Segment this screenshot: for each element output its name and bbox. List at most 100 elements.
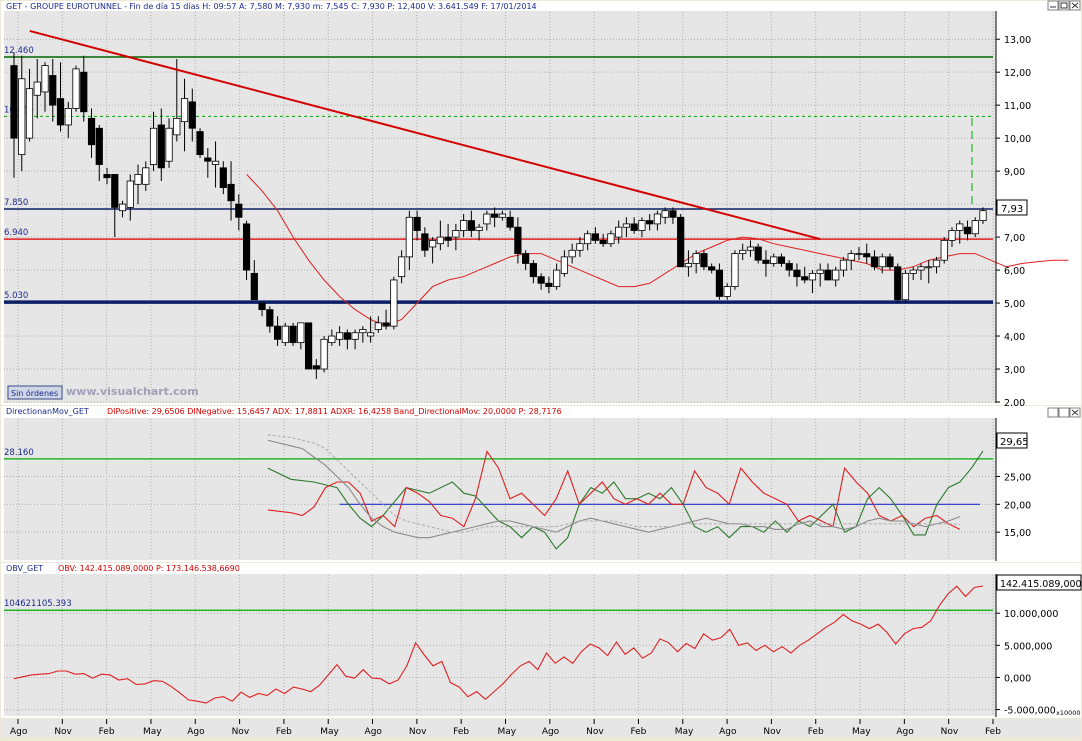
price-candle [793, 263, 801, 287]
price-candle-body [475, 226, 483, 231]
price-candle [498, 210, 506, 221]
price-candle [351, 329, 359, 350]
restore-icon[interactable] [1058, 0, 1070, 11]
price-candle [661, 207, 669, 224]
price-candle [940, 237, 948, 264]
price-tick-label: 11,00 [1004, 101, 1031, 112]
price-candle-body [963, 226, 972, 235]
time-axis-label: Ago [187, 727, 205, 737]
time-axis-label: Ago [542, 727, 560, 737]
price-candle [72, 65, 80, 112]
price-candle-body [785, 263, 793, 271]
price-candle-body [576, 243, 584, 251]
price-tick-label: 4,00 [1004, 332, 1025, 343]
price-candle-body [149, 127, 158, 165]
minimize-icon[interactable] [1047, 407, 1059, 418]
obv-tick-label: 0,000 [1004, 673, 1031, 684]
orders-button[interactable] [7, 385, 63, 400]
price-candle [824, 263, 832, 281]
price-candle-body [180, 98, 189, 123]
price-candle [452, 223, 460, 251]
restore-icon[interactable] [1058, 407, 1070, 418]
price-tick-label: 12,00 [1004, 68, 1031, 79]
price-candle [142, 161, 150, 191]
price-candle [297, 322, 305, 350]
price-candle-body [374, 322, 382, 330]
watermark: www.visualchart.com [66, 385, 199, 398]
price-candle-body [863, 253, 871, 258]
dmi-plot-area [4, 418, 996, 560]
dmi-current-value-box [996, 432, 1028, 449]
price-candle [956, 220, 964, 244]
price-candle-body [894, 266, 902, 301]
price-candle-body [18, 78, 26, 156]
price-candle [273, 316, 282, 346]
price-candle-body [196, 131, 204, 156]
price-candle [963, 220, 972, 241]
price-candle [870, 250, 879, 271]
price-candles [10, 52, 987, 379]
price-candle-body [491, 213, 499, 218]
price-candle-body [940, 239, 948, 261]
dmi-panel: 28.160 25,00 20,00 15,00 DirectionanMov_GE… [1, 406, 1081, 562]
price-candle [304, 322, 313, 370]
price-candle [157, 108, 165, 182]
price-candle [754, 243, 762, 264]
price-candle [491, 207, 499, 228]
price-candle-body [405, 216, 413, 258]
obv-unit-label: x10000 [1056, 709, 1081, 717]
price-candle [948, 227, 956, 247]
time-axis-label: May [320, 727, 339, 737]
obv-current-value-box [996, 574, 1082, 591]
obv-tick-label: 10.000,000 [1004, 609, 1058, 620]
dmi-series-adx [267, 439, 961, 539]
dmi-series [267, 434, 984, 550]
obv-current-value-label: 142.415.089,000 [1000, 579, 1082, 590]
price-candle-body [242, 223, 251, 271]
price-candle [165, 118, 173, 168]
price-candle-body [460, 220, 468, 231]
price-candle [522, 250, 530, 271]
price-candle [909, 266, 917, 280]
price-candle-body [568, 249, 576, 258]
price-candle [932, 256, 941, 274]
time-axis-label: Ago [365, 727, 383, 737]
price-candle [421, 227, 429, 257]
price-candle-body [444, 236, 452, 241]
price-candle [785, 260, 793, 277]
price-candle [328, 329, 336, 346]
price-candle-body [522, 253, 530, 264]
price-candle [312, 359, 320, 379]
price-candle-body [553, 269, 561, 287]
price-candle [622, 217, 631, 238]
price-candle [266, 306, 274, 333]
price-candle [545, 276, 553, 294]
window-controls [1047, 0, 1081, 11]
price-candle [855, 246, 863, 261]
time-axis-label: Nov [586, 727, 604, 737]
price-candle-body [917, 266, 925, 271]
minimize-icon[interactable] [1047, 0, 1059, 11]
obv-grid [4, 575, 996, 716]
price-candle [196, 128, 204, 158]
price-candle-body [165, 127, 173, 162]
orders-button-label: Sin órdenes [11, 388, 58, 398]
time-axis: Ago Nov Feb May Ago Nov Feb May Ago Nov Feb May Ago N… [1, 719, 1081, 737]
price-candle [653, 210, 662, 231]
price-candle-body [366, 332, 375, 337]
time-axis-label: Nov [232, 727, 250, 737]
price-candle [700, 250, 708, 271]
price-candle-body [801, 276, 809, 281]
price-candle [863, 243, 871, 264]
price-candle-body [397, 256, 406, 278]
price-candle-body [855, 253, 863, 255]
price-candle-body [909, 269, 917, 274]
price-candle [204, 148, 212, 178]
price-candle-body [304, 322, 313, 370]
price-candle-body [359, 329, 367, 334]
price-candle [467, 210, 475, 238]
price-candle [591, 227, 600, 244]
price-candle [359, 326, 367, 343]
